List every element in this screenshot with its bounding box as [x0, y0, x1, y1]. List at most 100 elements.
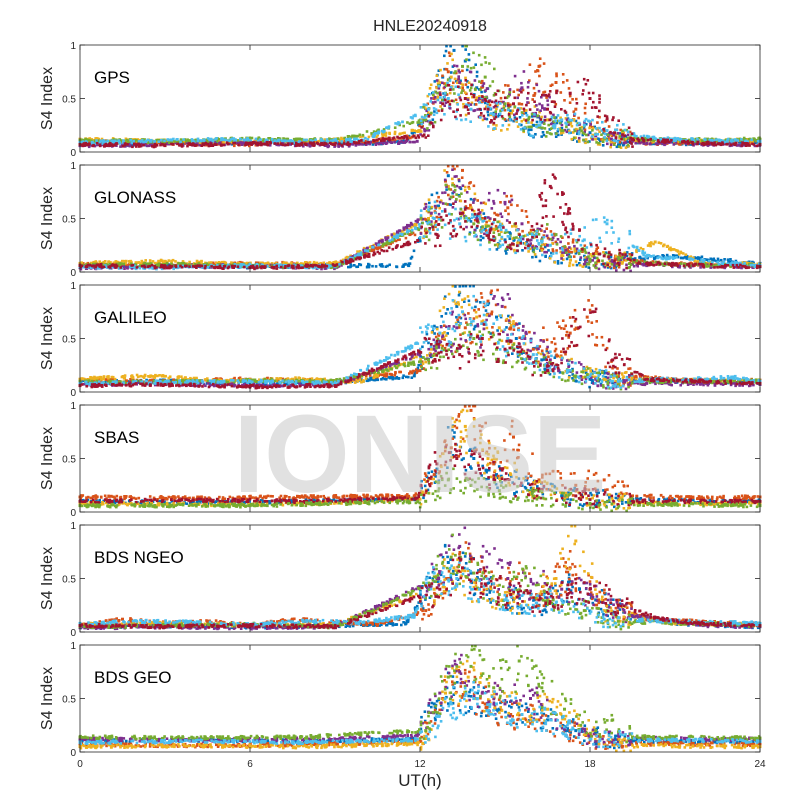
- data-dot: [457, 93, 460, 96]
- data-point: [441, 102, 444, 105]
- data-point: [574, 108, 577, 111]
- data-dot: [536, 121, 539, 124]
- data-dot: [631, 132, 634, 135]
- data-dot: [619, 141, 622, 144]
- data-dot: [573, 250, 576, 253]
- data-dot: [709, 258, 712, 261]
- data-dot: [598, 101, 601, 104]
- data-dot: [222, 144, 225, 147]
- data-dot: [324, 142, 327, 145]
- data-dot: [430, 97, 433, 100]
- data-dot: [347, 266, 350, 269]
- data-dot: [444, 179, 447, 182]
- data-dot: [572, 264, 575, 267]
- data-dot: [597, 133, 600, 136]
- data-dot: [497, 189, 500, 192]
- data-dot: [465, 114, 468, 117]
- data-dot: [467, 98, 470, 101]
- data-dot: [701, 256, 704, 259]
- data-dot: [584, 103, 587, 106]
- data-dot: [559, 241, 562, 244]
- data-dot: [541, 127, 544, 130]
- data-dot: [470, 198, 473, 201]
- data-dot: [604, 133, 607, 136]
- data-dot: [621, 130, 624, 133]
- data-dot: [544, 94, 547, 97]
- data-dot: [560, 91, 563, 94]
- y-axis-label: S4 Index: [39, 67, 56, 130]
- data-dot: [446, 171, 449, 174]
- data-dot: [233, 142, 236, 145]
- data-dot: [222, 141, 225, 144]
- data-dot: [545, 135, 548, 138]
- data-dot: [617, 132, 620, 135]
- data-dot: [595, 248, 598, 251]
- data-dot: [407, 224, 410, 227]
- data-dot: [186, 138, 189, 141]
- data-dot: [578, 137, 581, 140]
- data-dot: [414, 224, 417, 227]
- data-dot: [534, 253, 537, 256]
- data-dot: [160, 259, 163, 262]
- data-dot: [548, 119, 551, 122]
- data-dot: [572, 238, 575, 241]
- data-dot: [501, 109, 504, 112]
- data-dot: [516, 204, 519, 207]
- data-dot: [428, 239, 431, 242]
- data-dot: [565, 126, 568, 129]
- data-dot: [534, 92, 537, 95]
- data-dot: [685, 253, 688, 256]
- data-dot: [405, 237, 408, 240]
- data-dot: [527, 128, 530, 131]
- data-dot: [495, 213, 498, 216]
- data-point: [583, 124, 586, 127]
- data-dot: [575, 98, 578, 101]
- data-dot: [464, 91, 467, 94]
- data-dot: [620, 138, 623, 141]
- data-dot: [314, 138, 317, 141]
- data-dot: [378, 138, 381, 141]
- data-dot: [522, 238, 525, 241]
- data-dot: [485, 61, 488, 64]
- data-dot: [347, 135, 350, 138]
- data-dot: [210, 144, 213, 147]
- data-dot: [531, 256, 534, 259]
- data-dot: [585, 259, 588, 262]
- data-dot: [425, 206, 428, 209]
- data-dot: [506, 219, 509, 222]
- data-dot: [670, 139, 673, 142]
- data-dot: [114, 140, 117, 143]
- data-dot: [508, 124, 511, 127]
- data-dot: [536, 84, 539, 87]
- data-dot: [432, 125, 435, 128]
- data-dot: [609, 266, 612, 269]
- data-dot: [255, 138, 258, 141]
- data-dot: [371, 265, 374, 268]
- data-dot: [368, 136, 371, 139]
- data-dot: [510, 204, 513, 207]
- data-dot: [448, 51, 451, 54]
- data-dot: [291, 142, 294, 145]
- data-dot: [440, 119, 443, 122]
- data-dot: [449, 88, 452, 91]
- data-dot: [417, 218, 420, 221]
- data-point: [447, 97, 450, 100]
- data-dot: [573, 245, 576, 248]
- data-dot: [705, 143, 708, 146]
- data-dot: [401, 136, 404, 139]
- data-dot: [271, 138, 274, 141]
- data-dot: [355, 144, 358, 147]
- data-dot: [153, 146, 156, 149]
- data-dot: [474, 229, 477, 232]
- data-dot: [446, 68, 449, 71]
- data-dot: [441, 99, 444, 102]
- data-dot: [434, 96, 437, 99]
- data-dot: [444, 191, 447, 194]
- data-dot: [546, 131, 549, 134]
- data-dot: [526, 114, 529, 117]
- data-dot: [154, 143, 157, 146]
- data-point: [461, 65, 464, 68]
- data-dot: [616, 124, 619, 127]
- data-dot: [570, 251, 573, 254]
